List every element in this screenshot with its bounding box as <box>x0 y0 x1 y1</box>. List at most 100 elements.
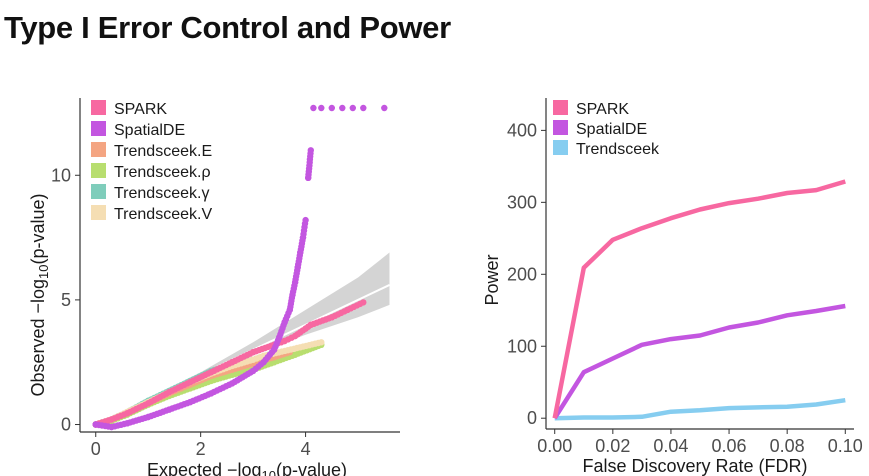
qq-point <box>124 410 131 417</box>
power-y-axis-title: Power <box>482 254 502 305</box>
qq-point <box>249 349 257 356</box>
power-x-tick-label: 0.04 <box>653 436 688 456</box>
qq-point <box>187 378 194 386</box>
power-y-tick-label: 100 <box>507 336 537 356</box>
qq-point <box>145 400 152 407</box>
power-legend-key-spatialde <box>553 120 568 135</box>
qq-point <box>302 216 309 224</box>
power-y-tick-label: 200 <box>507 264 537 284</box>
power-x-tick-label: 0.10 <box>828 436 863 456</box>
qq-point <box>92 421 99 428</box>
power-legend-key-trendsceek <box>553 140 568 155</box>
qq-point <box>291 351 299 358</box>
power-y-tick-label: 0 <box>527 408 537 428</box>
qq-point <box>276 334 283 341</box>
qq-y-tick-label: 0 <box>61 415 71 435</box>
qq-point <box>381 104 388 112</box>
qq-point <box>108 416 115 423</box>
qq-x-axis-title: Expected −log10(p-value) <box>147 460 347 476</box>
power-legend-label-spark: SPARK <box>576 101 629 118</box>
qq-point <box>349 104 356 112</box>
qq-point <box>249 367 257 375</box>
qq-point <box>302 325 309 332</box>
qq-series-spatialde <box>92 104 388 431</box>
qq-legend-key-trendsceek-e <box>91 142 106 157</box>
qq-x-tick-label: 2 <box>196 439 206 459</box>
qq-point <box>270 346 278 353</box>
power-axes: 0.00 0.02 0.04 0.06 0.08 0.10 0 100 200 300 400 <box>507 98 863 456</box>
qq-point <box>305 174 312 181</box>
qq-legend-label-trendsceek: Trendsceek.ρ <box>114 164 211 181</box>
qq-legend-label-trendsceek-e: Trendsceek.E <box>114 143 212 160</box>
qq-point <box>166 388 173 396</box>
qq-legend-key-spark <box>91 100 106 115</box>
qq-point <box>124 420 131 427</box>
qq-point <box>318 104 325 112</box>
qq-point <box>281 337 288 345</box>
qq-point <box>187 398 194 406</box>
power-y-tick-label: 300 <box>507 192 537 212</box>
qq-point <box>291 332 299 340</box>
qq-point <box>228 359 236 366</box>
qq-legend-key-spatialde <box>91 121 106 136</box>
power-x-tick-label: 0.02 <box>595 436 630 456</box>
qq-legend-label-trendsceek-v: Trendsceek.V <box>114 206 212 223</box>
qq-legend-label-trendsceek: Trendsceek.γ <box>114 185 209 202</box>
power-x-tick-label: 0.06 <box>712 436 747 456</box>
power-line-spark <box>552 179 846 419</box>
qq-point <box>289 291 296 299</box>
qq-point <box>297 249 304 256</box>
qq-axes: 0 2 4 0 5 10 <box>51 98 400 459</box>
qq-y-tick-label: 5 <box>61 290 71 310</box>
qq-series-spark <box>92 299 367 428</box>
qq-point <box>291 279 299 286</box>
qq-point <box>207 390 215 397</box>
qq-point <box>328 104 335 112</box>
power-fdr-chart: 0.00 0.02 0.04 0.06 0.08 0.10 0 100 200 300 400 SP… <box>482 98 863 476</box>
power-x-tick-label: 0.08 <box>770 436 805 456</box>
power-legend-key-spark <box>553 100 568 115</box>
qq-point <box>344 306 351 314</box>
power-x-axis-title: False Discovery Rate (FDR) <box>582 456 807 476</box>
qq-y-axis-title: Observed −log10(p-value) <box>28 193 51 396</box>
qq-point <box>249 356 257 363</box>
qq-legend-key-trendsceek <box>91 184 106 199</box>
qq-points-layer <box>92 104 388 431</box>
qq-point <box>166 406 173 413</box>
qq-legend-label-spatialde: SpatialDE <box>114 122 185 139</box>
qq-point <box>318 339 325 346</box>
qq-point <box>145 413 152 421</box>
qq-plot-chart: 0 2 4 0 5 10 SPARK SpatialDE Trendsceek.E Trends… <box>28 98 400 476</box>
power-x-tick-label: 0.00 <box>537 436 572 456</box>
power-line-trendsceek <box>554 397 846 421</box>
power-legend-label-spatialde: SpatialDE <box>576 121 647 138</box>
power-line-spatialde <box>552 303 846 420</box>
qq-confidence-band <box>95 252 390 426</box>
qq-x-tick-label: 0 <box>91 439 101 459</box>
qq-legend-key-trendsceek <box>91 163 106 178</box>
qq-point <box>108 423 115 431</box>
power-legend: SPARK SpatialDE Trendsceek <box>553 100 660 158</box>
qq-point <box>307 321 314 328</box>
qq-legend-label-spark: SPARK <box>114 101 167 118</box>
qq-point <box>310 104 317 112</box>
slide-title: Type I Error Control and Power <box>4 10 451 45</box>
qq-point <box>328 314 335 321</box>
power-y-tick-label: 400 <box>507 120 537 140</box>
qq-point <box>299 234 307 241</box>
power-lines-layer <box>552 179 846 421</box>
qq-x-tick-label: 4 <box>301 439 311 459</box>
qq-point <box>294 264 301 271</box>
qq-point <box>260 359 267 366</box>
qq-point <box>307 147 314 154</box>
qq-legend: SPARK SpatialDE Trendsceek.E Trendsceek.ρ Tr… <box>91 100 212 223</box>
qq-point <box>281 319 288 326</box>
qq-point <box>228 380 236 387</box>
qq-point <box>360 104 367 112</box>
qq-y-tick-label: 10 <box>51 165 71 185</box>
qq-band-area <box>95 252 390 425</box>
qq-point <box>360 299 367 306</box>
qq-legend-key-trendsceek-v <box>91 205 106 220</box>
qq-point <box>339 104 346 112</box>
power-legend-label-trendsceek: Trendsceek <box>576 141 660 158</box>
